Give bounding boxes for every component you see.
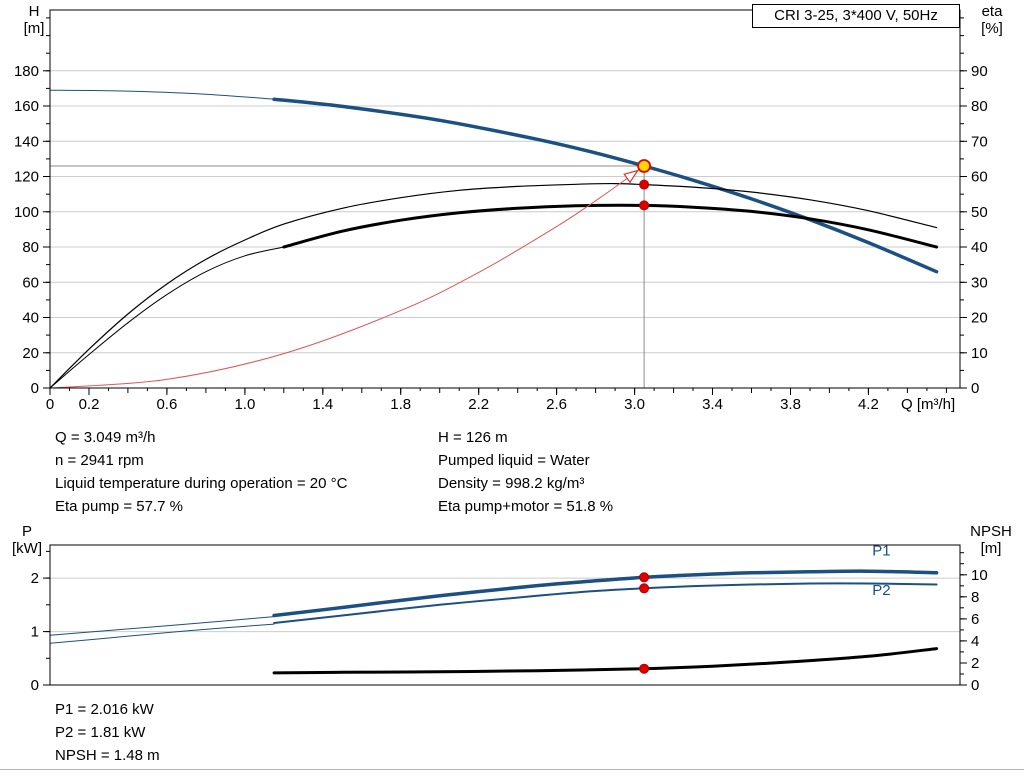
eta-pump-motor-curve	[282, 203, 939, 249]
left_axis-tick-label: 40	[22, 310, 39, 327]
power-npsh-chart: 0 1 2 0 2 4 6 8 10 P1 P2	[31, 543, 988, 694]
x-tick-label: 3.4	[702, 396, 723, 413]
plot-frame	[49, 9, 961, 389]
x-tick-label: 0	[46, 396, 54, 413]
info-pumped-liquid: Pumped liquid = Water	[438, 452, 590, 469]
info-eta-pump-motor: Eta pump+motor = 51.8 %	[438, 498, 614, 515]
h-axis-title: H [m]	[12, 3, 56, 37]
right_axis-tick-label: 20	[971, 310, 988, 327]
operating-data-left: Q = 3.049 m³/h n = 2941 rpm Liquid tempe…	[55, 426, 347, 518]
right_axis-tick-label: 0	[971, 380, 979, 397]
p2-curve-extension	[49, 623, 275, 644]
right_axis-tick-label: 70	[971, 133, 988, 150]
left_axis-tick-label: 120	[14, 169, 39, 186]
x-tick-label: 0.6	[156, 396, 177, 413]
h-axis-title-symbol: H	[28, 3, 40, 20]
npsh-curve	[272, 647, 939, 675]
result-npsh: NPSH = 1.48 m	[55, 747, 160, 764]
eta-axis-title-unit: [%]	[981, 20, 1003, 37]
right_axis-tick-label: 80	[971, 98, 988, 115]
eta-pump-motor-point	[639, 200, 650, 211]
head-curve	[272, 97, 939, 274]
operating-data-right: H = 126 m Pumped liquid = Water Density …	[438, 426, 613, 518]
result-p1: P1 = 2.016 kW	[55, 701, 154, 718]
x-tick-label: 2.6	[546, 396, 567, 413]
p-axis-title-symbol: P	[21, 523, 32, 540]
p1-curve-extension	[49, 616, 275, 636]
results-panel: P1 = 2.016 kW P2 = 1.81 kW NPSH = 1.48 m	[55, 698, 160, 767]
left_axis-tick-label: 1	[31, 624, 39, 641]
npsh-axis-title: NPSH [m]	[962, 523, 1020, 557]
x-tick-label: 3.0	[624, 396, 645, 413]
duty-point	[637, 159, 651, 173]
p-axis-title: P [kW]	[4, 523, 50, 557]
left_axis-tick-label: 80	[22, 239, 39, 256]
info-liquid-temperature: Liquid temperature during operation = 20…	[55, 475, 348, 492]
x-tick-label: 3.8	[780, 396, 801, 413]
info-flow: Q = 3.049 m³/h	[55, 429, 156, 446]
left_axis-tick-label: 140	[14, 133, 39, 150]
x-tick-label: 4.2	[858, 396, 879, 413]
x-tick-label: 2.2	[468, 396, 489, 413]
eta-axis-title: eta [%]	[966, 3, 1018, 37]
right_axis-tick-label: 60	[971, 169, 988, 186]
left_axis-tick-label: 160	[14, 98, 39, 115]
npsh-point	[639, 663, 650, 674]
p-axis-title-unit: [kW]	[12, 540, 42, 557]
x-tick-label: 1.8	[390, 396, 411, 413]
right_axis-tick-label: 4	[971, 633, 979, 650]
info-density: Density = 998.2 kg/m³	[438, 475, 585, 492]
left_axis-tick-label: 0	[31, 380, 39, 397]
eta-pump-point	[639, 179, 650, 190]
left_axis-tick-label: 60	[22, 274, 39, 291]
x-tick-label: 0.2	[79, 396, 100, 413]
right_axis-tick-label: 10	[971, 567, 988, 584]
head-curve-extension	[49, 89, 275, 100]
right_axis-tick-label: 0	[971, 677, 979, 694]
qh-eta-chart: 0 0.2 0.6 1.0 1.4 1.8 2.2 2.6 3.0 3.4 3.8 4.2 0 20 40 6…	[14, 9, 988, 413]
npsh-axis-title-unit: [m]	[980, 540, 1002, 557]
curve-label-P2: P2	[872, 582, 890, 599]
p1-point	[639, 572, 650, 583]
right_axis-tick-label: 10	[971, 345, 988, 362]
eta-axis-title-symbol: eta	[981, 3, 1003, 20]
npsh-axis-title-symbol: NPSH	[970, 523, 1012, 540]
q-axis-unit-label: Q [m³/h]	[901, 396, 956, 413]
pump-model-box: CRI 3-25, 3*400 V, 50Hz	[752, 4, 960, 28]
eta-pump-curve	[49, 182, 938, 389]
info-eta-pump: Eta pump = 57.7 %	[55, 498, 183, 515]
curve-label-P1: P1	[872, 543, 890, 560]
left_axis-tick-label: 100	[14, 204, 39, 221]
bottom-divider	[0, 769, 1024, 770]
right_axis-tick-label: 50	[971, 204, 988, 221]
p2-curve	[273, 582, 938, 624]
system-curve	[49, 165, 645, 389]
h-axis-title-unit: [m]	[23, 20, 45, 37]
result-p2: P2 = 1.81 kW	[55, 724, 146, 741]
system-curve-arrowhead	[623, 169, 639, 184]
x-tick-label: 1.0	[234, 396, 255, 413]
x-tick-label: 1.4	[312, 396, 333, 413]
right_axis-tick-label: 90	[971, 63, 988, 80]
info-head: H = 126 m	[438, 429, 508, 446]
left_axis-tick-label: 20	[22, 345, 39, 362]
right_axis-tick-label: 6	[971, 611, 979, 628]
info-speed: n = 2941 rpm	[55, 452, 144, 469]
left_axis-tick-label: 0	[31, 677, 39, 694]
left_axis-tick-label: 180	[14, 63, 39, 80]
right_axis-tick-label: 2	[971, 655, 979, 672]
eta-pump-motor-extension	[49, 246, 285, 389]
plot-frame	[49, 544, 961, 686]
right_axis-tick-label: 30	[971, 274, 988, 291]
left_axis-tick-label: 2	[31, 570, 39, 587]
p2-point	[639, 583, 650, 594]
right_axis-tick-label: 8	[971, 589, 979, 606]
right_axis-tick-label: 40	[971, 239, 988, 256]
p1-curve	[272, 569, 939, 618]
